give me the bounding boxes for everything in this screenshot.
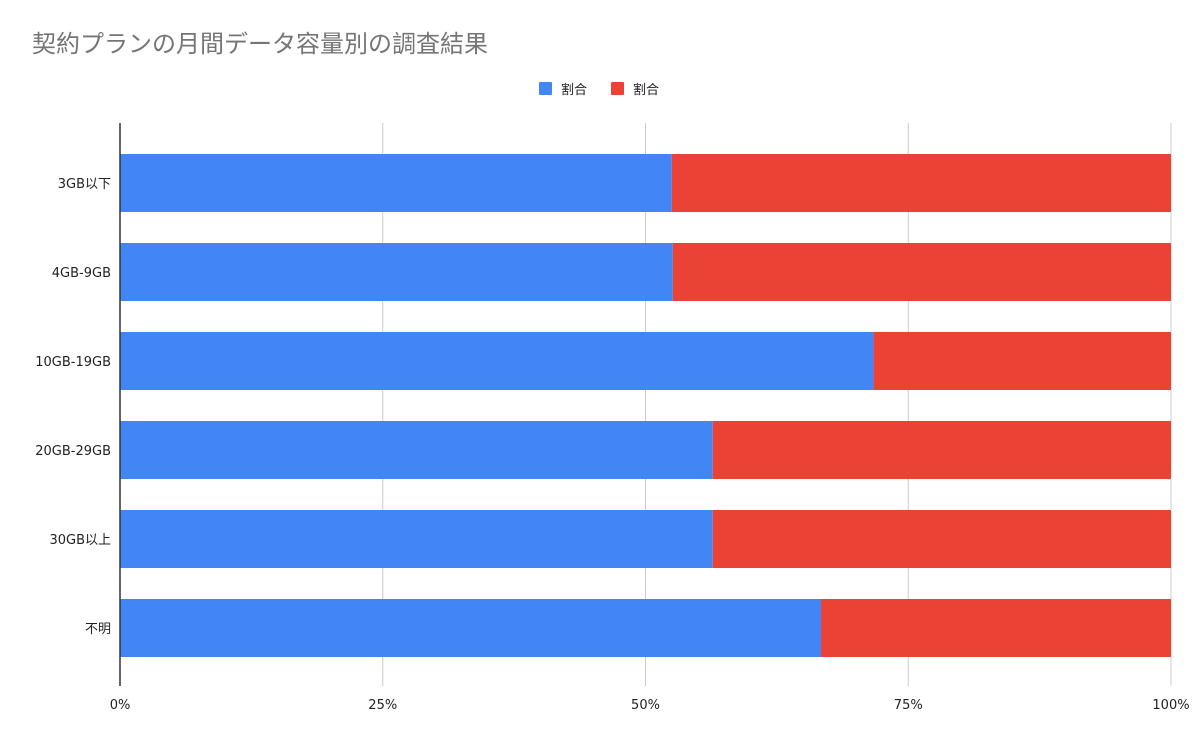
bars [120, 154, 1171, 657]
bar-series-1 [120, 510, 713, 568]
x-tick-label: 25% [368, 698, 397, 713]
x-tick-label: 100% [1152, 698, 1189, 713]
bar-series-2 [672, 243, 1171, 301]
bar-series-2 [671, 154, 1171, 212]
gridlines [382, 123, 1172, 686]
bar-series-2 [712, 510, 1171, 568]
category-label: 30GB以上 [49, 533, 111, 548]
category-label: 不明 [85, 622, 111, 637]
legend-swatch-series-1 [539, 82, 552, 95]
category-label: 3GB以下 [58, 177, 111, 192]
bar-series-1 [120, 421, 713, 479]
chart-title: 契約プランの月間データ容量別の調査結果 [32, 30, 488, 58]
legend-label-series-1: 割合 [561, 82, 587, 98]
bar-series-2 [712, 421, 1171, 479]
x-tick-label: 50% [631, 698, 660, 713]
bar-series-2 [873, 332, 1171, 390]
bar-series-1 [120, 243, 673, 301]
category-label: 4GB-9GB [52, 266, 111, 281]
bar-series-1 [120, 332, 874, 390]
bar-series-2 [821, 599, 1171, 657]
bar-series-1 [120, 154, 672, 212]
x-tick-labels: 0% 25% 50% 75% 100% [110, 698, 1190, 713]
x-tick-label: 75% [894, 698, 923, 713]
x-tick-label: 0% [110, 698, 131, 713]
legend: 割合 割合 [539, 82, 659, 98]
legend-label-series-2: 割合 [633, 82, 659, 98]
legend-item-series-2: 割合 [611, 82, 659, 98]
category-label: 10GB-19GB [35, 355, 111, 370]
bar-series-1 [120, 599, 822, 657]
legend-item-series-1: 割合 [539, 82, 587, 98]
category-label: 20GB-29GB [35, 444, 111, 459]
legend-swatch-series-2 [611, 82, 624, 95]
